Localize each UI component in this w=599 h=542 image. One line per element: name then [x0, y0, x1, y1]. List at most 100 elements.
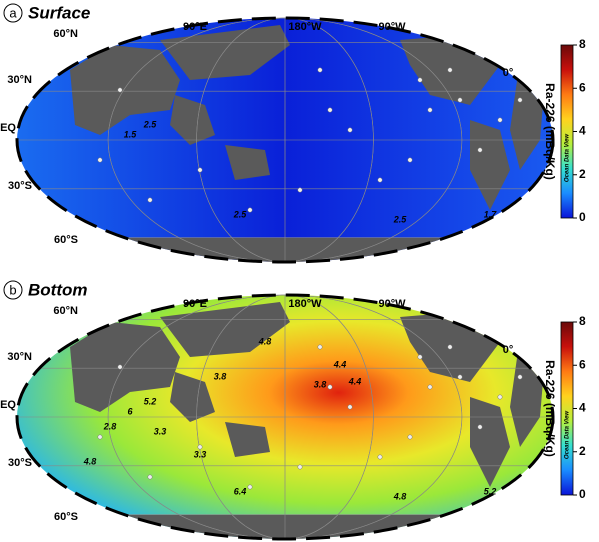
- lon-label: 90°E: [183, 298, 207, 310]
- contour-label: 4.4: [348, 376, 362, 386]
- station: [457, 97, 463, 103]
- contour-label: 5.2: [144, 396, 157, 406]
- contour-label: 3.8: [314, 379, 327, 389]
- lat-label: EQ: [0, 122, 16, 134]
- colorbar-tick-label: 0: [579, 487, 586, 501]
- station: [147, 197, 153, 203]
- station: [517, 97, 523, 103]
- credit: Ocean Data View: [565, 411, 571, 459]
- contour-label: 4.8: [83, 456, 97, 466]
- lon-label: 180°W: [288, 298, 322, 310]
- contour-label: 3.3: [194, 449, 207, 459]
- station: [417, 77, 423, 83]
- map-panel: b Bottom 60°N 30°N EQ 30°S 60°S 90°E 180°W 90°W 0°…: [0, 280, 586, 541]
- lat-label: 30°S: [8, 180, 32, 192]
- colorbar: [560, 321, 574, 496]
- map-panel: a Surface 60°N 30°N EQ 30°S 60°S 90°E 180°W 90°W 0…: [0, 3, 586, 264]
- colorbar-tick-label: 8: [579, 314, 586, 328]
- station: [317, 344, 323, 350]
- colorbar-label: Ra-226 (mBq/Kg): [543, 83, 557, 180]
- station: [327, 107, 333, 113]
- contour-label: 4.4: [333, 359, 347, 369]
- colorbar-tick-label: 8: [579, 37, 586, 51]
- panel-letter-circle: [3, 280, 23, 300]
- lat-label: 60°N: [53, 28, 78, 40]
- station: [517, 374, 523, 380]
- contour-label: 2.5: [143, 119, 158, 129]
- station: [347, 127, 353, 133]
- lat-label: EQ: [0, 399, 16, 411]
- land: [70, 302, 545, 487]
- station: [97, 157, 103, 163]
- contour-label: 2.5: [393, 214, 408, 224]
- contour-label: 5.2: [484, 486, 497, 496]
- station: [247, 484, 253, 490]
- contour-label: 4.8: [258, 336, 272, 346]
- station: [447, 67, 453, 73]
- station: [417, 354, 423, 360]
- lon-label: 0°: [503, 344, 514, 356]
- contour-label: 6: [127, 406, 133, 416]
- antarctica: [17, 238, 553, 262]
- contour-label: 3.8: [214, 371, 227, 381]
- station: [407, 157, 413, 163]
- contour-label: 3.3: [154, 426, 167, 436]
- lon-label: 180°W: [288, 21, 322, 33]
- colorbar-tick-label: 2: [579, 444, 586, 458]
- station: [477, 147, 483, 153]
- station: [297, 187, 303, 193]
- lat-label: 60°S: [54, 234, 78, 246]
- station: [197, 444, 203, 450]
- colorbar-tick-label: 6: [579, 80, 586, 94]
- map-border: [15, 16, 555, 264]
- colorbar-tick-label: 4: [579, 124, 586, 138]
- contour-label: 1.7: [484, 209, 498, 219]
- station: [477, 424, 483, 430]
- station: [247, 207, 253, 213]
- station: [497, 394, 503, 400]
- station: [147, 474, 153, 480]
- station: [407, 434, 413, 440]
- colorbar-tick-label: 2: [579, 167, 586, 181]
- contour-label: 2.8: [103, 421, 117, 431]
- map-border: [15, 293, 555, 541]
- antarctica: [17, 515, 553, 539]
- colorbar-tick-label: 4: [579, 401, 586, 415]
- station: [327, 384, 333, 390]
- credit: Ocean Data View: [565, 134, 571, 182]
- contour-label: 6.4: [234, 486, 247, 496]
- station: [197, 167, 203, 173]
- colorbar-tick-label: 6: [579, 357, 586, 371]
- lon-label: 90°W: [378, 21, 406, 33]
- contour-label: 1.5: [124, 129, 138, 139]
- station: [347, 404, 353, 410]
- lat-label: 60°N: [53, 305, 78, 317]
- lat-label: 60°S: [54, 511, 78, 523]
- lat-label: 30°S: [8, 457, 32, 469]
- station: [427, 384, 433, 390]
- station: [97, 434, 103, 440]
- panel-title: Surface: [28, 3, 90, 22]
- station: [427, 107, 433, 113]
- station: [377, 454, 383, 460]
- lon-label: 90°E: [183, 21, 207, 33]
- panel-letter-circle: [3, 3, 23, 23]
- station: [457, 374, 463, 380]
- land: [70, 25, 545, 210]
- contour-label: 4.8: [393, 491, 407, 501]
- station: [447, 344, 453, 350]
- colorbar: [560, 44, 574, 219]
- contour-label: 2.5: [233, 209, 248, 219]
- station: [377, 177, 383, 183]
- lon-label: 0°: [503, 67, 514, 79]
- lon-label: 90°W: [378, 298, 406, 310]
- station: [117, 87, 123, 93]
- station: [497, 117, 503, 123]
- colorbar-tick-label: 0: [579, 210, 586, 224]
- station: [117, 364, 123, 370]
- panel-title: Bottom: [28, 280, 87, 299]
- station: [317, 67, 323, 73]
- lat-label: 30°N: [7, 74, 32, 86]
- panel-letter: b: [9, 282, 16, 297]
